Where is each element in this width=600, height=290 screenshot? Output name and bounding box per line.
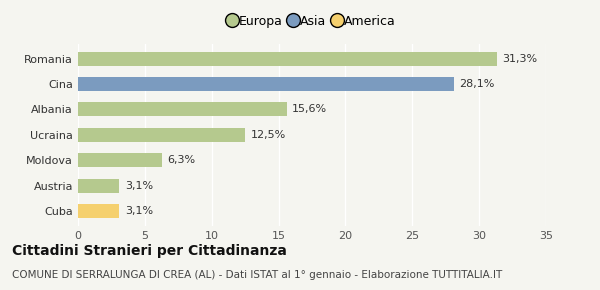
Text: 31,3%: 31,3% — [502, 54, 537, 64]
Bar — [78, 77, 454, 91]
Text: 6,3%: 6,3% — [167, 155, 196, 165]
Text: 12,5%: 12,5% — [250, 130, 286, 140]
Bar — [78, 179, 119, 193]
Bar — [78, 128, 245, 142]
Text: 3,1%: 3,1% — [125, 181, 153, 191]
Text: Cittadini Stranieri per Cittadinanza: Cittadini Stranieri per Cittadinanza — [12, 244, 287, 258]
Text: 3,1%: 3,1% — [125, 206, 153, 216]
Legend: Europa, Asia, America: Europa, Asia, America — [224, 10, 400, 32]
Bar — [78, 52, 497, 66]
Text: COMUNE DI SERRALUNGA DI CREA (AL) - Dati ISTAT al 1° gennaio - Elaborazione TUTT: COMUNE DI SERRALUNGA DI CREA (AL) - Dati… — [12, 270, 502, 280]
Bar — [78, 102, 287, 117]
Bar — [78, 153, 162, 167]
Text: 28,1%: 28,1% — [459, 79, 494, 89]
Bar — [78, 204, 119, 218]
Text: 15,6%: 15,6% — [292, 104, 327, 115]
